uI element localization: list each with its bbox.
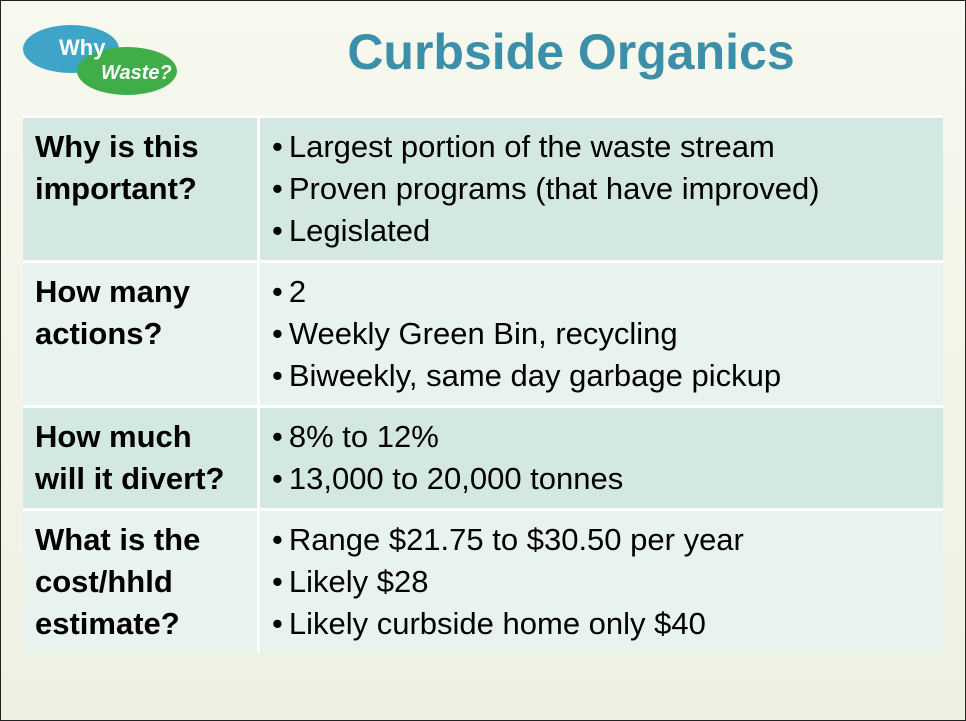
answers: Range $21.75 to $30.50 per yearLikely $2…	[258, 508, 943, 653]
bullet: 8% to 12%	[272, 416, 931, 458]
title: Curbside Organics	[347, 24, 795, 80]
question: How many actions?	[23, 260, 260, 407]
table-row: How many actions?2Weekly Green Bin, recy…	[23, 260, 943, 407]
table-row: Why is this important?Largest portion of…	[23, 115, 943, 262]
answers: Largest portion of the waste streamProve…	[258, 115, 943, 262]
logo-text: Why	[59, 35, 106, 60]
bullet: Proven programs (that have improved)	[272, 168, 931, 210]
logo-text: Waste?	[101, 62, 172, 84]
question: How much will it divert?	[23, 405, 260, 510]
bullet: Range $21.75 to $30.50 per year	[272, 519, 931, 561]
logo: Why Waste?	[23, 25, 177, 95]
table-row: How much will it divert?8% to 12%13,000 …	[23, 405, 943, 510]
question: What is the cost/hhld estimate?	[23, 508, 260, 653]
logo-bubble-green	[77, 47, 177, 95]
bullet: Largest portion of the waste stream	[272, 126, 931, 168]
answers: 8% to 12%13,000 to 20,000 tonnes	[258, 405, 943, 510]
bullet: Legislated	[272, 210, 931, 252]
table-row: What is the cost/hhld estimate?Range $21…	[23, 508, 943, 653]
bullet: Biweekly, same day garbage pickup	[272, 355, 931, 397]
table: Why is this important?Largest portion of…	[23, 115, 943, 653]
bullet: Weekly Green Bin, recycling	[272, 313, 931, 355]
question: Why is this important?	[23, 115, 260, 262]
bullet: 2	[272, 271, 931, 313]
answers: 2Weekly Green Bin, recyclingBiweekly, sa…	[258, 260, 943, 407]
bullet: Likely $28	[272, 561, 931, 603]
bullet: Likely curbside home only $40	[272, 603, 931, 645]
bullet: 13,000 to 20,000 tonnes	[272, 458, 931, 500]
